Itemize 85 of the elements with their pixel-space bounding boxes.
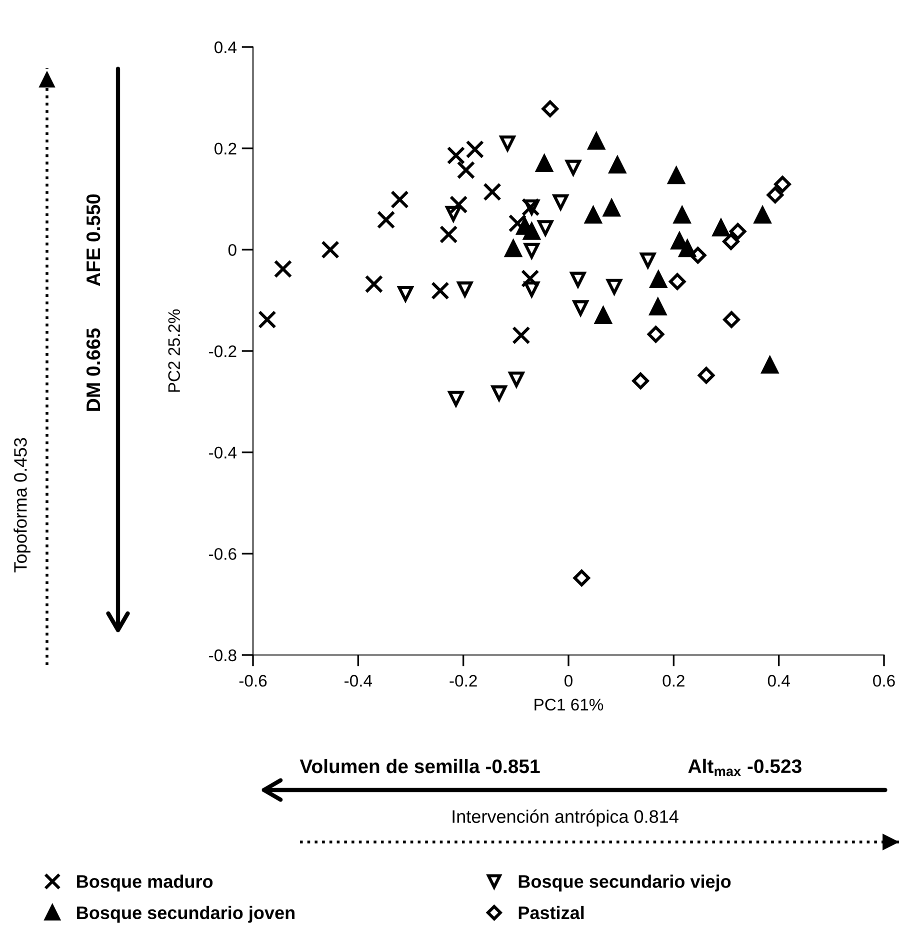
y-tick-label: 0.2 [214,142,236,155]
point [674,206,691,224]
point [774,176,791,193]
point [523,222,540,240]
text: DM 0.665 [86,328,100,411]
x-tick-label: 0.6 [873,674,895,687]
point [500,135,516,152]
point [761,356,778,374]
x-tick-label: -0.6 [239,674,267,687]
y-tick-label: -0.8 [209,649,236,662]
point [491,385,507,401]
point [457,281,473,297]
text: Volumen de semilla -0.851 [300,758,540,774]
point [390,190,409,209]
y-tick-label: 0.4 [214,41,237,54]
point [640,252,656,268]
legend-label: Pastizal [518,906,584,920]
point [524,281,540,297]
point [603,200,620,217]
point [632,372,649,390]
point [588,132,605,150]
text: Intervención antrópica 0.814 [452,809,678,827]
legend-label: Bosque secundario joven [77,906,294,923]
point [722,233,740,250]
text: Alt$_{max}$ -0.523 [688,758,802,776]
x-tick-label: -0.4 [344,674,372,687]
point [608,156,626,174]
point [594,307,612,324]
point [524,242,540,258]
point [649,298,666,316]
point [729,223,746,240]
point [584,206,602,224]
point [552,194,568,210]
point [572,300,588,316]
point [466,140,484,159]
point [723,311,740,328]
point [508,372,524,388]
point [712,219,730,236]
point [448,390,464,406]
text: AFE 0.550 [86,194,100,286]
x-tick-label: -0.2 [450,674,477,687]
point [364,274,384,294]
legend-label: Bosque secundario viejo [518,874,731,892]
point [321,240,340,259]
x-tick-label: 0.4 [768,674,790,687]
x-tick-label: 0 [564,674,572,687]
point [542,100,558,118]
legend-label: Bosque maduro [77,874,213,892]
x-axis-title: PC1 61% [534,698,604,711]
point [606,278,622,294]
point [512,326,530,344]
point [258,310,276,329]
point [570,272,586,288]
point [274,260,292,278]
point [439,225,458,244]
y-tick-label: -0.6 [209,548,236,560]
point [446,206,462,222]
point [504,240,522,258]
point [536,155,553,172]
point [698,366,715,384]
point [668,273,686,290]
point [573,570,590,586]
y-tick-label: 0 [228,244,236,256]
point [449,195,468,214]
y-tick-label: -0.2 [209,345,236,358]
point [446,146,466,165]
point [456,160,476,180]
point [538,220,554,236]
point [376,210,396,229]
point [431,282,450,300]
point [508,214,527,232]
point [398,286,414,302]
y-tick-label: -0.4 [209,446,237,459]
point [647,326,664,343]
point [565,160,582,176]
point [668,167,685,184]
y-axis-title: PC2 25.2% [168,309,180,392]
text: Topoforma 0.453 [14,438,30,572]
point [689,246,706,264]
point [766,186,784,204]
point [520,269,540,288]
point [483,182,502,202]
point [650,271,667,288]
point [754,206,772,224]
x-tick-label: 0.2 [662,674,684,687]
